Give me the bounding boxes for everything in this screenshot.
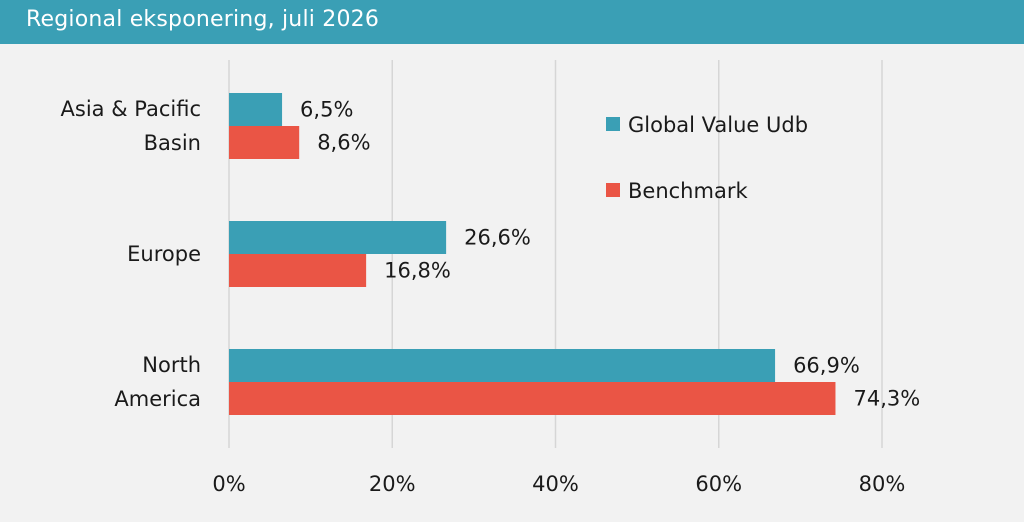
data-label: 16,8%	[384, 259, 451, 283]
chart-title: Regional eksponering, juli 2026	[26, 7, 380, 32]
category-label: North	[142, 353, 201, 377]
category-label: Basin	[144, 131, 201, 155]
category-label: Asia & Pacific	[61, 97, 201, 121]
legend-label: Benchmark	[628, 179, 748, 203]
data-label: 26,6%	[464, 226, 531, 250]
x-tick-label: 0%	[212, 472, 245, 496]
legend-swatch	[606, 183, 620, 197]
category-label: Europe	[127, 242, 201, 266]
legend-label: Global Value Udb	[628, 113, 808, 137]
legend-swatch	[606, 117, 620, 131]
category-label: America	[114, 387, 201, 411]
x-tick-label: 40%	[532, 472, 579, 496]
bar-global-value-udb	[229, 93, 283, 126]
bar-global-value-udb	[229, 349, 776, 382]
data-label: 66,9%	[793, 354, 860, 378]
data-label: 8,6%	[317, 131, 370, 155]
data-label: 74,3%	[853, 387, 920, 411]
x-tick-label: 20%	[369, 472, 416, 496]
x-tick-label: 60%	[695, 472, 742, 496]
bar-global-value-udb	[229, 221, 447, 254]
x-tick-label: 80%	[859, 472, 906, 496]
header-bar: Regional eksponering, juli 2026	[0, 0, 1024, 44]
data-label: 6,5%	[300, 98, 353, 122]
bar-benchmark	[229, 254, 367, 287]
bar-benchmark	[229, 126, 300, 159]
bar-benchmark	[229, 382, 836, 415]
